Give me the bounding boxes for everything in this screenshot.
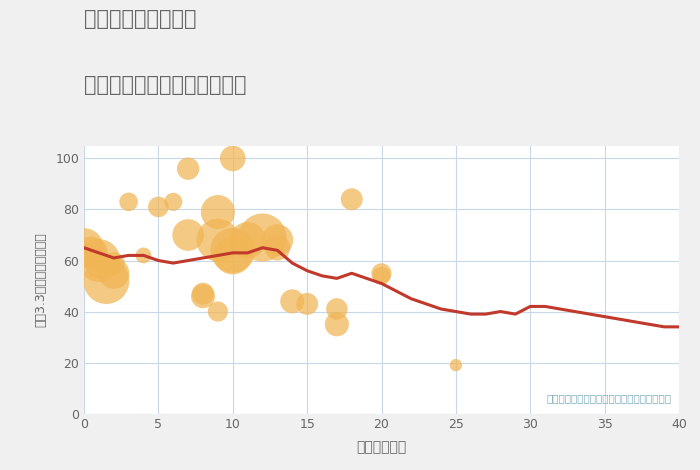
Point xyxy=(272,244,283,251)
X-axis label: 築年数（年）: 築年数（年） xyxy=(356,440,407,454)
Point xyxy=(212,208,223,216)
Y-axis label: 平（3.3㎡）単価（万円）: 平（3.3㎡）単価（万円） xyxy=(34,232,47,327)
Point xyxy=(376,272,387,280)
Point xyxy=(93,257,104,264)
Text: 円の大きさは、取引のあった物件面積を示す: 円の大きさは、取引のあった物件面積を示す xyxy=(547,393,671,403)
Point xyxy=(376,269,387,277)
Point xyxy=(138,251,149,259)
Point xyxy=(93,262,104,269)
Point xyxy=(287,298,298,305)
Point xyxy=(212,236,223,244)
Point xyxy=(108,259,119,267)
Point xyxy=(123,198,134,205)
Point xyxy=(86,249,97,257)
Point xyxy=(257,234,268,241)
Point xyxy=(302,300,313,308)
Point xyxy=(331,305,342,313)
Point xyxy=(168,198,179,205)
Point xyxy=(227,155,238,162)
Point xyxy=(212,308,223,315)
Point xyxy=(183,165,194,172)
Point xyxy=(450,361,461,369)
Text: 築年数別中古マンション価格: 築年数別中古マンション価格 xyxy=(84,75,246,95)
Point xyxy=(78,244,90,251)
Text: 三重県松阪市深長町: 三重県松阪市深長町 xyxy=(84,9,197,30)
Point xyxy=(227,251,238,259)
Point xyxy=(197,290,209,298)
Point xyxy=(101,277,112,285)
Point xyxy=(242,236,253,244)
Point xyxy=(331,321,342,328)
Point xyxy=(272,236,283,244)
Point xyxy=(183,231,194,239)
Point xyxy=(197,292,209,300)
Point xyxy=(346,196,357,203)
Point xyxy=(108,269,119,277)
Point xyxy=(153,203,164,211)
Point xyxy=(227,247,238,254)
